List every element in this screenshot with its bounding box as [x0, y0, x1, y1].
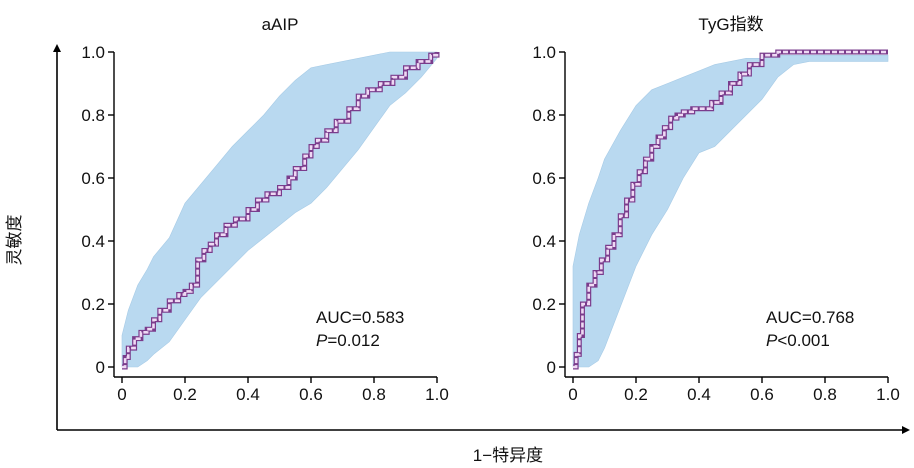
- chart-title: TyG指数: [698, 15, 763, 34]
- y-axis-label: 灵敏度: [5, 215, 24, 266]
- confidence-band: [572, 54, 889, 368]
- roc-curve: [573, 50, 888, 369]
- x-tick-label: 0.2: [173, 385, 197, 404]
- confidence-band: [121, 51, 438, 368]
- y-tick-label: 1.0: [532, 43, 556, 62]
- p-symbol: P: [316, 331, 328, 350]
- auc-label: AUC=0.583: [316, 308, 404, 327]
- y-tick-label: 1.0: [81, 43, 105, 62]
- x-tick-label: 0.4: [236, 385, 260, 404]
- x-tick-label: 0.6: [299, 385, 323, 404]
- y-tick-label: 0.4: [81, 232, 105, 251]
- roc-curve: [122, 52, 439, 369]
- x-tick-label: 0.4: [687, 385, 711, 404]
- x-tick-label: 1.0: [425, 385, 449, 404]
- x-axis-label: 1−特异度: [473, 446, 543, 465]
- x-tick-label: 0.6: [750, 385, 774, 404]
- p-value-label: P<0.001: [766, 331, 830, 350]
- y-tick-label: 0.2: [81, 295, 105, 314]
- chart-panel-aaip: aAIP 0 0.2 0.4 0.6 0.8 1.0 0 0.2 0.4 0.6 0.8 1.0 AU…: [81, 15, 448, 404]
- x-tick-label: 0.8: [813, 385, 837, 404]
- p-value: <0.001: [777, 331, 829, 350]
- chart-title: aAIP: [262, 15, 299, 34]
- p-value: =0.012: [327, 331, 379, 350]
- plot-layer: 0 0.2 0.4 0.6 0.8 1.0 0 0.2 0.4 0.6 0.8 1.0: [81, 43, 448, 404]
- auc-label: AUC=0.768: [766, 308, 854, 327]
- x-tick-label: 0.2: [624, 385, 648, 404]
- y-tick-label: 0.4: [532, 232, 556, 251]
- x-tick-label: 0.8: [362, 385, 386, 404]
- y-tick-label: 0.8: [81, 106, 105, 125]
- p-symbol: P: [766, 331, 778, 350]
- y-tick-label: 0.6: [81, 169, 105, 188]
- y-tick-label: 0: [96, 358, 105, 377]
- y-tick-label: 0.6: [532, 169, 556, 188]
- y-tick-label: 0.8: [532, 106, 556, 125]
- x-tick-label: 0: [568, 385, 577, 404]
- chart-panel-tyg: TyG指数 0 0.2 0.4 0.6 0.8 1.0 0 0.2 0.4 0.6 0.8 1.0 A…: [532, 15, 899, 404]
- plot-layer: 0 0.2 0.4 0.6 0.8 1.0 0 0.2 0.4 0.6 0.8 1.0: [532, 43, 899, 404]
- y-tick-label: 0.2: [532, 295, 556, 314]
- p-value-label: P=0.012: [316, 331, 380, 350]
- y-tick-label: 0: [547, 358, 556, 377]
- x-tick-label: 1.0: [876, 385, 900, 404]
- x-tick-label: 0: [117, 385, 126, 404]
